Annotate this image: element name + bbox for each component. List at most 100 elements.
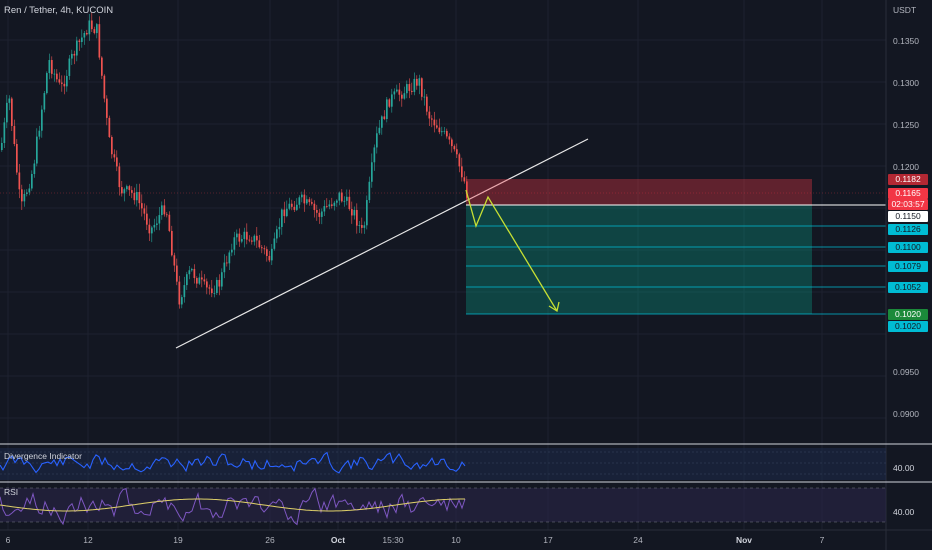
candle-body bbox=[21, 189, 23, 202]
candle-body bbox=[443, 130, 446, 132]
candle-body bbox=[151, 227, 153, 234]
candle-body bbox=[123, 189, 126, 194]
candle-body bbox=[383, 116, 386, 120]
time-tick: 26 bbox=[265, 535, 275, 545]
current-price-label[interactable]: 0.1165 bbox=[888, 188, 928, 199]
projection-path[interactable] bbox=[465, 189, 558, 312]
candle-body bbox=[228, 252, 231, 264]
time-tick: 15:30 bbox=[382, 535, 404, 545]
candle-body bbox=[376, 133, 378, 148]
target-3-label[interactable]: 0.1079 bbox=[888, 261, 928, 272]
stop-loss-zone[interactable] bbox=[466, 179, 812, 205]
candle-body bbox=[26, 192, 28, 194]
candle-body bbox=[248, 239, 251, 241]
candle-body bbox=[323, 206, 326, 212]
candle-body bbox=[403, 93, 406, 99]
candle-body bbox=[28, 188, 31, 193]
target-2-label[interactable]: 0.1100 bbox=[888, 242, 928, 253]
time-tick: 12 bbox=[83, 535, 93, 545]
target-4-label[interactable]: 0.1052 bbox=[888, 282, 928, 293]
price-tick: 0.1200 bbox=[893, 162, 919, 172]
divergence-value: 40.00 bbox=[893, 463, 915, 473]
candle-body bbox=[193, 268, 196, 279]
rsi-label[interactable]: RSI bbox=[4, 487, 19, 497]
candle-body bbox=[408, 84, 411, 91]
candle-body bbox=[368, 181, 371, 201]
candle-body bbox=[11, 98, 13, 126]
take-profit-label[interactable]: 0.1020 bbox=[888, 309, 928, 320]
candle-body bbox=[258, 240, 261, 248]
candle-body bbox=[241, 239, 243, 242]
candle-body bbox=[91, 20, 93, 30]
candle-body bbox=[211, 288, 213, 294]
candle-body bbox=[198, 277, 201, 284]
candle-body bbox=[463, 177, 466, 182]
candle-body bbox=[221, 272, 223, 287]
candle-body bbox=[301, 194, 303, 198]
candle-body bbox=[401, 94, 403, 99]
candle-body bbox=[366, 200, 368, 226]
rsi-line bbox=[0, 487, 466, 526]
candle-body bbox=[93, 29, 96, 34]
candle-body bbox=[231, 249, 233, 253]
candle-body bbox=[216, 279, 218, 293]
candle-body bbox=[41, 109, 43, 131]
divergence-line bbox=[0, 451, 466, 474]
candle-body bbox=[273, 238, 276, 249]
candle-body bbox=[133, 192, 136, 201]
target-1-label[interactable]: 0.1126 bbox=[888, 224, 928, 235]
divergence-indicator-label[interactable]: Divergence Indicator bbox=[4, 451, 82, 461]
time-tick: Oct bbox=[330, 535, 346, 545]
trendline[interactable] bbox=[175, 138, 589, 349]
candle-body bbox=[406, 84, 408, 94]
candle-body bbox=[6, 102, 8, 123]
price-tick: 0.1250 bbox=[893, 120, 919, 130]
candle-body bbox=[136, 192, 138, 201]
divergence-pane-band bbox=[0, 448, 886, 480]
candle-body bbox=[196, 278, 198, 284]
candle-body bbox=[86, 33, 88, 35]
candle-body bbox=[66, 75, 68, 87]
candle-body bbox=[448, 136, 451, 140]
candle-body bbox=[311, 202, 313, 204]
candle-body bbox=[163, 205, 166, 215]
symbol-title[interactable]: Ren / Tether, 4h, KUCOIN bbox=[4, 5, 114, 16]
target-5-label[interactable]: 0.1020 bbox=[888, 321, 928, 332]
candlestick-series bbox=[1, 12, 468, 309]
candle-body bbox=[178, 281, 181, 305]
take-profit-zone[interactable] bbox=[466, 205, 812, 314]
candle-body bbox=[246, 231, 248, 240]
candle-body bbox=[303, 194, 306, 204]
candle-body bbox=[108, 117, 111, 137]
candle-body bbox=[286, 208, 288, 217]
candle-body bbox=[353, 209, 356, 216]
candle-body bbox=[83, 33, 86, 38]
grid bbox=[0, 0, 886, 530]
candle-body bbox=[363, 225, 366, 228]
price-axis-currency[interactable]: USDT bbox=[893, 5, 917, 15]
candle-body bbox=[451, 139, 453, 147]
candle-body bbox=[348, 196, 351, 210]
candle-body bbox=[98, 24, 101, 58]
candle-body bbox=[268, 255, 271, 261]
entry-price-label[interactable]: 0.1150 bbox=[888, 211, 928, 222]
candle-body bbox=[71, 53, 73, 59]
candle-body bbox=[396, 89, 398, 92]
candle-body bbox=[361, 225, 363, 228]
candle-body bbox=[428, 111, 431, 119]
candle-body bbox=[48, 60, 51, 74]
stop-loss-label[interactable]: 0.1182 bbox=[888, 174, 928, 185]
candle-body bbox=[106, 98, 108, 118]
candle-body bbox=[426, 96, 428, 112]
countdown-label: 02:03:57 bbox=[888, 199, 928, 210]
candle-body bbox=[461, 166, 463, 178]
candle-body bbox=[148, 224, 151, 234]
candle-body bbox=[296, 204, 298, 210]
candle-body bbox=[453, 146, 456, 150]
candle-body bbox=[116, 157, 118, 167]
candle-body bbox=[156, 223, 158, 225]
candle-body bbox=[466, 181, 468, 198]
candle-body bbox=[78, 40, 81, 42]
candle-body bbox=[331, 204, 333, 206]
